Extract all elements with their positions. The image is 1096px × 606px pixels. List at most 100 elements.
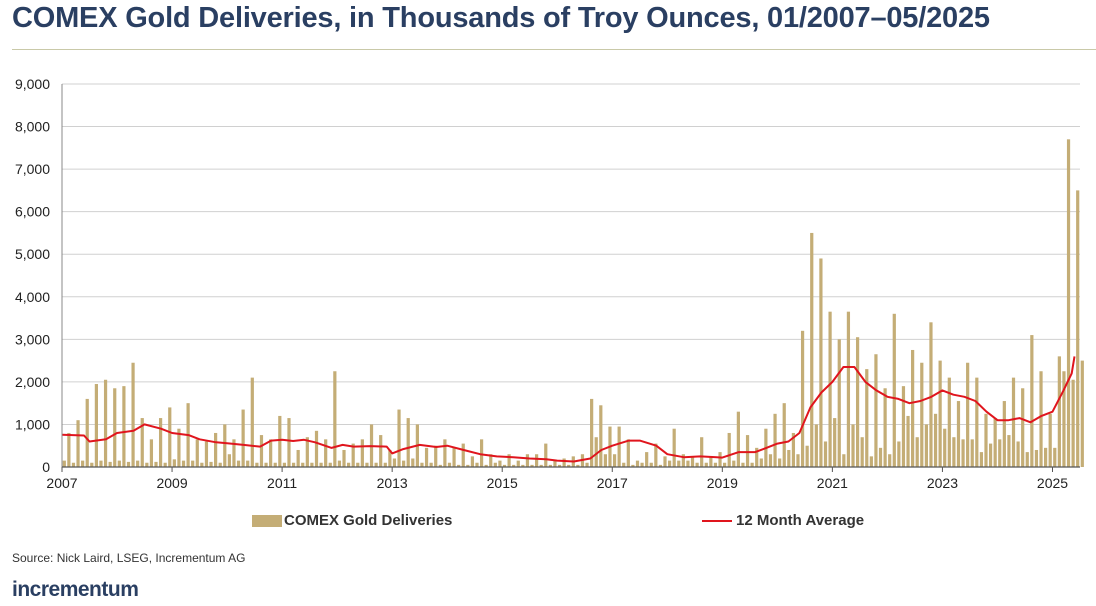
bar <box>966 362 970 467</box>
bar <box>883 388 887 467</box>
bar <box>901 386 906 467</box>
bar <box>718 452 722 467</box>
bar <box>145 462 149 467</box>
bar <box>76 420 80 467</box>
bar <box>172 459 176 467</box>
x-tick-label: 2019 <box>707 475 738 491</box>
bar <box>759 458 763 467</box>
bar <box>365 462 369 467</box>
bar <box>842 454 846 467</box>
bar <box>612 454 617 467</box>
bar <box>204 441 209 467</box>
bar <box>1002 401 1006 467</box>
bar <box>324 439 328 467</box>
bar <box>750 462 754 467</box>
bar <box>402 460 406 467</box>
x-tick-label: 2007 <box>46 475 77 491</box>
bar <box>420 462 424 467</box>
bar <box>470 456 475 467</box>
bar <box>911 349 915 467</box>
bar <box>374 462 378 467</box>
bar <box>383 462 387 467</box>
bar <box>535 454 539 467</box>
y-tick-label: 5,000 <box>15 246 50 262</box>
bar <box>828 311 832 467</box>
bar <box>149 439 154 467</box>
legend-swatch-bar <box>252 514 282 527</box>
bar <box>521 464 525 467</box>
bar <box>1007 435 1011 467</box>
bar <box>195 439 199 467</box>
bar <box>865 369 869 467</box>
bar <box>461 443 465 467</box>
bar <box>241 409 245 467</box>
bar <box>530 464 534 467</box>
bar <box>952 437 956 467</box>
bar <box>392 458 397 467</box>
bar <box>645 452 649 467</box>
average-line-series <box>61 356 1076 463</box>
bar <box>273 462 277 467</box>
bar <box>860 437 864 467</box>
bar <box>489 454 493 467</box>
bar <box>1044 447 1048 467</box>
bar <box>544 443 548 467</box>
bar <box>553 460 557 467</box>
y-tick-label: 6,000 <box>15 204 50 220</box>
y-tick-labels: 0 1,000 2,000 3,000 4,000 5,000 6,000 7,000 8,00… <box>15 76 50 475</box>
bar <box>67 432 71 467</box>
bar <box>814 424 818 467</box>
y-tick-label: 4,000 <box>15 289 50 305</box>
bar <box>291 462 296 467</box>
y-tick-label: 8,000 <box>15 119 50 135</box>
bar <box>136 460 140 467</box>
bar <box>191 460 195 467</box>
bar <box>791 432 796 467</box>
bar <box>475 462 479 467</box>
bar <box>649 462 653 467</box>
bar <box>342 449 346 467</box>
bar <box>447 462 452 467</box>
bar <box>970 439 974 467</box>
bar <box>677 460 681 467</box>
bar <box>122 386 126 467</box>
legend-item-average: 12 Month Average <box>702 512 864 529</box>
gold-deliveries-chart: 0 1,000 2,000 3,000 4,000 5,000 6,000 7,000 8,00… <box>15 76 1084 491</box>
bar <box>576 464 580 467</box>
bar <box>755 447 759 467</box>
bar <box>259 435 264 467</box>
y-tick-label: 0 <box>42 459 50 475</box>
bar <box>310 462 314 467</box>
bar <box>301 462 305 467</box>
bar <box>1021 388 1025 467</box>
bar <box>507 454 511 467</box>
bar <box>512 464 516 467</box>
bar <box>993 418 997 467</box>
bar <box>810 232 814 467</box>
bar <box>177 428 181 467</box>
bar <box>502 464 507 467</box>
bar <box>466 464 470 467</box>
bar <box>667 460 672 467</box>
y-tick-label: 1,000 <box>15 416 50 432</box>
bar <box>819 258 823 467</box>
x-tick-label: 2025 <box>1037 475 1068 491</box>
bar <box>429 462 433 467</box>
bar <box>768 454 773 467</box>
bar <box>622 462 626 467</box>
bar <box>906 415 910 467</box>
bar <box>869 456 873 467</box>
bar <box>255 462 259 467</box>
bar <box>1053 447 1057 467</box>
bar <box>567 464 571 467</box>
bar <box>603 454 607 467</box>
bar <box>929 322 933 467</box>
bar <box>635 460 640 467</box>
bar <box>855 337 860 467</box>
bar <box>585 462 589 467</box>
x-tick-label: 2011 <box>267 475 297 491</box>
bar <box>1071 379 1075 467</box>
legend-item-deliveries: COMEX Gold Deliveries <box>252 512 452 529</box>
bar <box>938 360 942 467</box>
bar <box>874 354 878 467</box>
